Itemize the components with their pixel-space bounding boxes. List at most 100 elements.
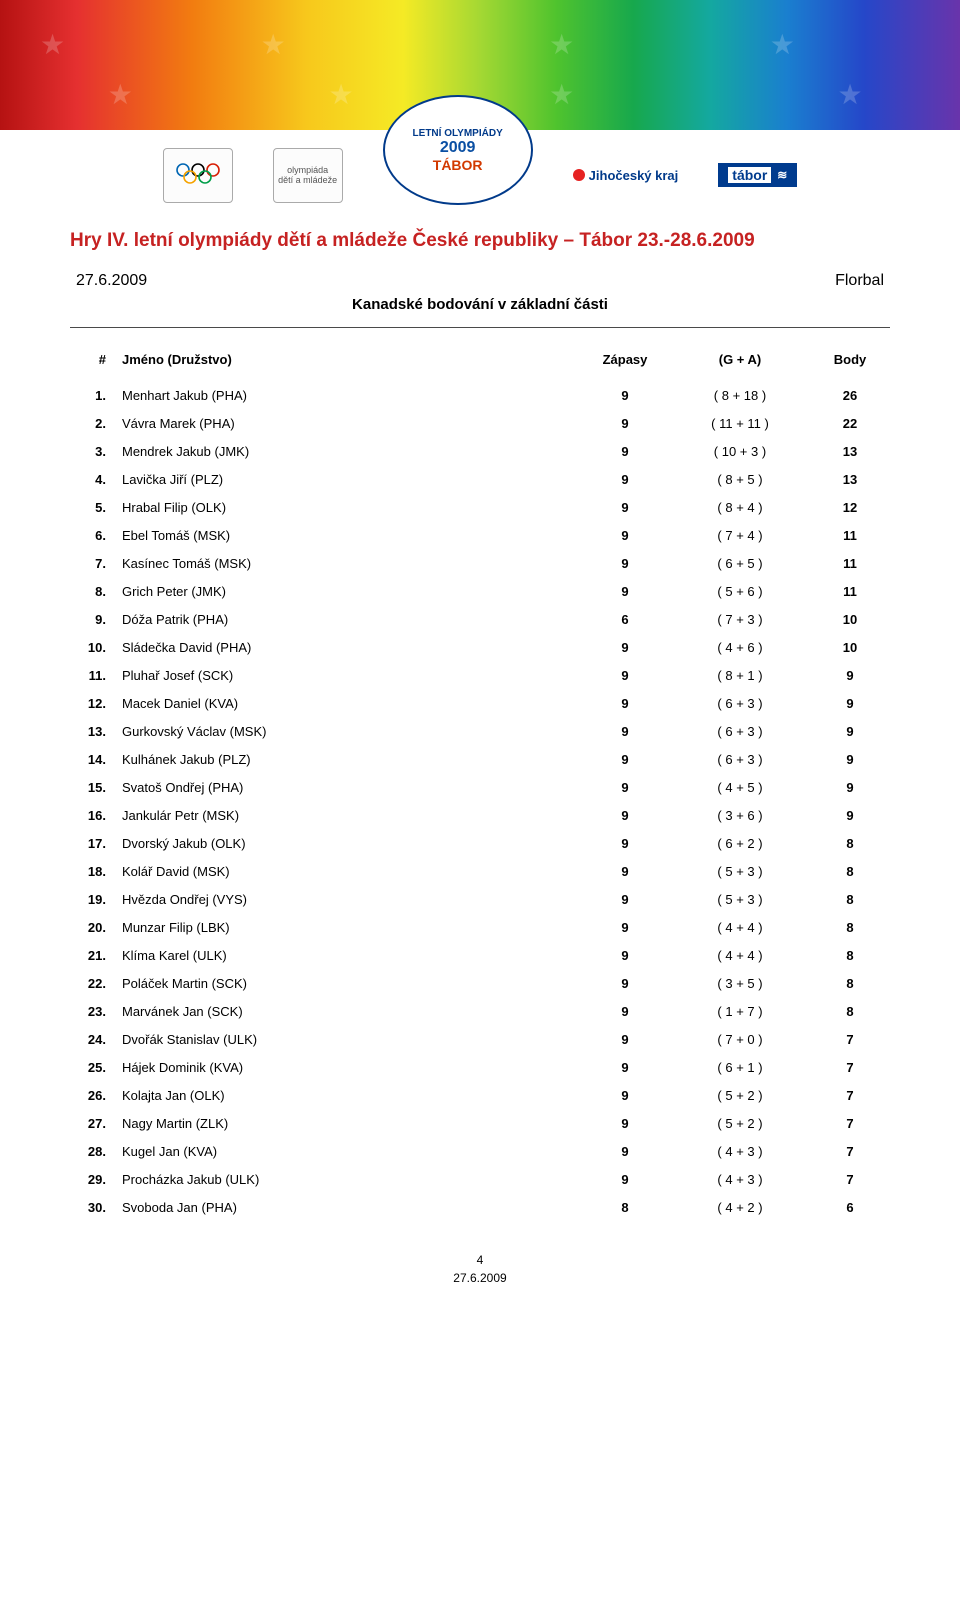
cell-rank: 6. bbox=[70, 521, 118, 549]
cell-name: Svoboda Jan (PHA) bbox=[118, 1193, 580, 1221]
cell-games: 9 bbox=[580, 521, 670, 549]
cell-games: 9 bbox=[580, 1165, 670, 1193]
cell-name: Dóža Patrik (PHA) bbox=[118, 605, 580, 633]
cell-pts: 8 bbox=[810, 969, 890, 997]
cell-name: Pluhař Josef (SCK) bbox=[118, 661, 580, 689]
table-row: 10.Sládečka David (PHA)9( 4 + 6 )10 bbox=[70, 633, 890, 661]
sub-title: Kanadské bodování v základní části bbox=[70, 296, 890, 313]
col-name: Jméno (Družstvo) bbox=[118, 346, 580, 381]
cell-name: Menhart Jakub (PHA) bbox=[118, 381, 580, 409]
tabor-logo: tábor ≋ bbox=[718, 163, 797, 187]
badge-city: TÁBOR bbox=[433, 157, 483, 173]
page-content: Hry IV. letní olympiády dětí a mládeže Č… bbox=[0, 210, 960, 1317]
cell-name: Gurkovský Václav (MSK) bbox=[118, 717, 580, 745]
cell-rank: 12. bbox=[70, 689, 118, 717]
table-row: 6.Ebel Tomáš (MSK)9( 7 + 4 )11 bbox=[70, 521, 890, 549]
cell-pts: 8 bbox=[810, 829, 890, 857]
table-row: 8.Grich Peter (JMK)9( 5 + 6 )11 bbox=[70, 577, 890, 605]
cell-name: Vávra Marek (PHA) bbox=[118, 409, 580, 437]
cell-ga: ( 4 + 4 ) bbox=[670, 913, 810, 941]
cell-ga: ( 6 + 3 ) bbox=[670, 717, 810, 745]
title-divider bbox=[70, 327, 890, 328]
table-row: 20.Munzar Filip (LBK)9( 4 + 4 )8 bbox=[70, 913, 890, 941]
cell-games: 9 bbox=[580, 717, 670, 745]
table-row: 17.Dvorský Jakub (OLK)9( 6 + 2 )8 bbox=[70, 829, 890, 857]
cell-name: Kugel Jan (KVA) bbox=[118, 1137, 580, 1165]
cell-games: 9 bbox=[580, 857, 670, 885]
cell-pts: 8 bbox=[810, 885, 890, 913]
cell-games: 9 bbox=[580, 1053, 670, 1081]
cell-rank: 28. bbox=[70, 1137, 118, 1165]
cell-pts: 12 bbox=[810, 493, 890, 521]
cell-pts: 7 bbox=[810, 1109, 890, 1137]
standings-table: # Jméno (Družstvo) Zápasy (G + A) Body 1… bbox=[70, 346, 890, 1221]
cell-pts: 7 bbox=[810, 1165, 890, 1193]
cell-games: 6 bbox=[580, 605, 670, 633]
table-row: 25.Hájek Dominik (KVA)9( 6 + 1 )7 bbox=[70, 1053, 890, 1081]
cell-pts: 9 bbox=[810, 801, 890, 829]
cell-pts: 9 bbox=[810, 661, 890, 689]
col-rank: # bbox=[70, 346, 118, 381]
cell-rank: 11. bbox=[70, 661, 118, 689]
table-header-row: # Jméno (Družstvo) Zápasy (G + A) Body bbox=[70, 346, 890, 381]
table-row: 15.Svatoš Ondřej (PHA)9( 4 + 5 )9 bbox=[70, 773, 890, 801]
cell-name: Jankulár Petr (MSK) bbox=[118, 801, 580, 829]
olympic-logo bbox=[163, 148, 233, 203]
cell-rank: 21. bbox=[70, 941, 118, 969]
cell-pts: 8 bbox=[810, 941, 890, 969]
cell-ga: ( 5 + 3 ) bbox=[670, 857, 810, 885]
cell-ga: ( 8 + 5 ) bbox=[670, 465, 810, 493]
cell-games: 9 bbox=[580, 493, 670, 521]
kraj-logo: Jihočeský kraj bbox=[573, 168, 679, 183]
cell-name: Hvězda Ondřej (VYS) bbox=[118, 885, 580, 913]
cell-rank: 19. bbox=[70, 885, 118, 913]
event-date: 27.6.2009 bbox=[76, 272, 147, 290]
cell-pts: 7 bbox=[810, 1053, 890, 1081]
cell-games: 9 bbox=[580, 465, 670, 493]
cell-name: Macek Daniel (KVA) bbox=[118, 689, 580, 717]
cell-name: Kasínec Tomáš (MSK) bbox=[118, 549, 580, 577]
cell-rank: 10. bbox=[70, 633, 118, 661]
cell-games: 9 bbox=[580, 997, 670, 1025]
cell-pts: 26 bbox=[810, 381, 890, 409]
cell-pts: 11 bbox=[810, 521, 890, 549]
olympiada-logo: olympiádadětí a mládeže bbox=[273, 148, 343, 203]
cell-rank: 13. bbox=[70, 717, 118, 745]
cell-ga: ( 8 + 1 ) bbox=[670, 661, 810, 689]
cell-name: Procházka Jakub (ULK) bbox=[118, 1165, 580, 1193]
cell-games: 9 bbox=[580, 773, 670, 801]
cell-rank: 29. bbox=[70, 1165, 118, 1193]
footer-page-no: 4 bbox=[70, 1251, 890, 1269]
meta-row: 27.6.2009 Florbal bbox=[70, 272, 890, 290]
cell-games: 9 bbox=[580, 381, 670, 409]
cell-pts: 13 bbox=[810, 437, 890, 465]
cell-name: Svatoš Ondřej (PHA) bbox=[118, 773, 580, 801]
tabor-waves-icon: ≋ bbox=[777, 168, 787, 182]
table-row: 12.Macek Daniel (KVA)9( 6 + 3 )9 bbox=[70, 689, 890, 717]
cell-games: 9 bbox=[580, 969, 670, 997]
table-row: 28.Kugel Jan (KVA)9( 4 + 3 )7 bbox=[70, 1137, 890, 1165]
col-ga: (G + A) bbox=[670, 346, 810, 381]
tabor-text: tábor bbox=[728, 167, 771, 183]
cell-pts: 11 bbox=[810, 577, 890, 605]
kraj-text: Jihočeský kraj bbox=[589, 168, 679, 183]
cell-games: 9 bbox=[580, 801, 670, 829]
cell-games: 9 bbox=[580, 577, 670, 605]
table-body: 1.Menhart Jakub (PHA)9( 8 + 18 )262.Vávr… bbox=[70, 381, 890, 1221]
cell-ga: ( 6 + 5 ) bbox=[670, 549, 810, 577]
cell-name: Hájek Dominik (KVA) bbox=[118, 1053, 580, 1081]
cell-rank: 17. bbox=[70, 829, 118, 857]
cell-rank: 4. bbox=[70, 465, 118, 493]
cell-ga: ( 6 + 3 ) bbox=[670, 689, 810, 717]
cell-pts: 22 bbox=[810, 409, 890, 437]
cell-ga: ( 6 + 2 ) bbox=[670, 829, 810, 857]
cell-pts: 7 bbox=[810, 1081, 890, 1109]
cell-pts: 13 bbox=[810, 465, 890, 493]
cell-rank: 22. bbox=[70, 969, 118, 997]
table-row: 11.Pluhař Josef (SCK)9( 8 + 1 )9 bbox=[70, 661, 890, 689]
kraj-dot-icon bbox=[573, 169, 585, 181]
cell-pts: 8 bbox=[810, 913, 890, 941]
cell-name: Dvorský Jakub (OLK) bbox=[118, 829, 580, 857]
cell-ga: ( 6 + 3 ) bbox=[670, 745, 810, 773]
cell-ga: ( 4 + 6 ) bbox=[670, 633, 810, 661]
